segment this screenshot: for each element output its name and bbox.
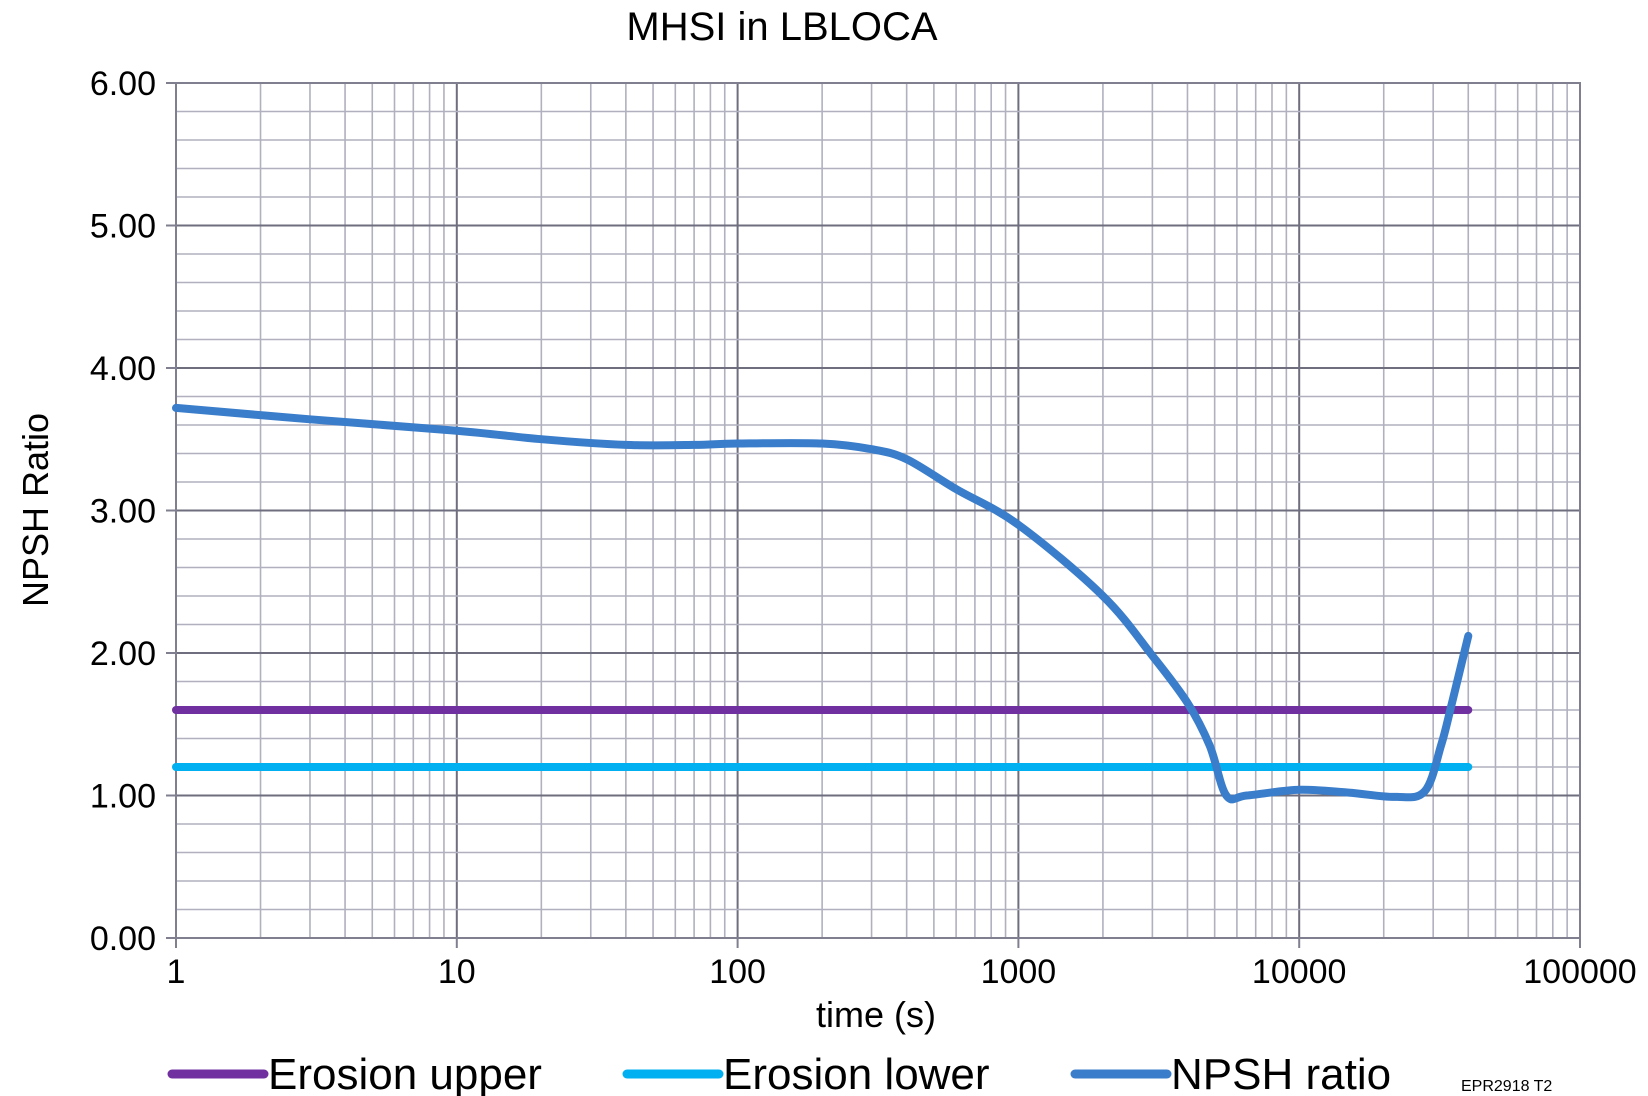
- x-tick-label: 10: [438, 953, 476, 991]
- chart-title: MHSI in LBLOCA: [626, 5, 938, 49]
- x-axis-label: time (s): [816, 994, 936, 1035]
- series-layer: [172, 403, 1473, 804]
- y-axis-label: NPSH Ratio: [15, 413, 56, 607]
- legend: Erosion upper Erosion lower NPSH ratio: [167, 1050, 1391, 1096]
- chart-grid: [176, 82, 1580, 939]
- y-tick-label: 2.00: [90, 635, 156, 673]
- legend-label-npsh-ratio: NPSH ratio: [1171, 1050, 1391, 1096]
- x-axis-ticks: 1 10 100 1000 10000 100000: [167, 938, 1637, 991]
- x-tick-label: 1000: [981, 953, 1057, 991]
- footnote: EPR2918 T2: [1461, 1078, 1552, 1095]
- x-tick-label: 100: [709, 953, 766, 991]
- y-tick-label: 1.00: [90, 778, 156, 816]
- y-tick-label: 3.00: [90, 493, 156, 531]
- x-tick-label: 100000: [1523, 953, 1636, 991]
- legend-label-erosion-upper: Erosion upper: [268, 1050, 542, 1096]
- y-axis-ticks: 0.00 1.00 2.00 3.00 4.00 5.00 6.00: [90, 65, 176, 958]
- x-tick-label: 1: [167, 953, 186, 991]
- y-tick-label: 0.00: [90, 920, 156, 958]
- y-tick-label: 6.00: [90, 65, 156, 103]
- legend-label-erosion-lower: Erosion lower: [723, 1050, 990, 1096]
- x-tick-label: 10000: [1252, 953, 1347, 991]
- y-tick-label: 5.00: [90, 208, 156, 246]
- y-tick-label: 4.00: [90, 350, 156, 388]
- series-line-npsh-ratio: [172, 403, 1473, 804]
